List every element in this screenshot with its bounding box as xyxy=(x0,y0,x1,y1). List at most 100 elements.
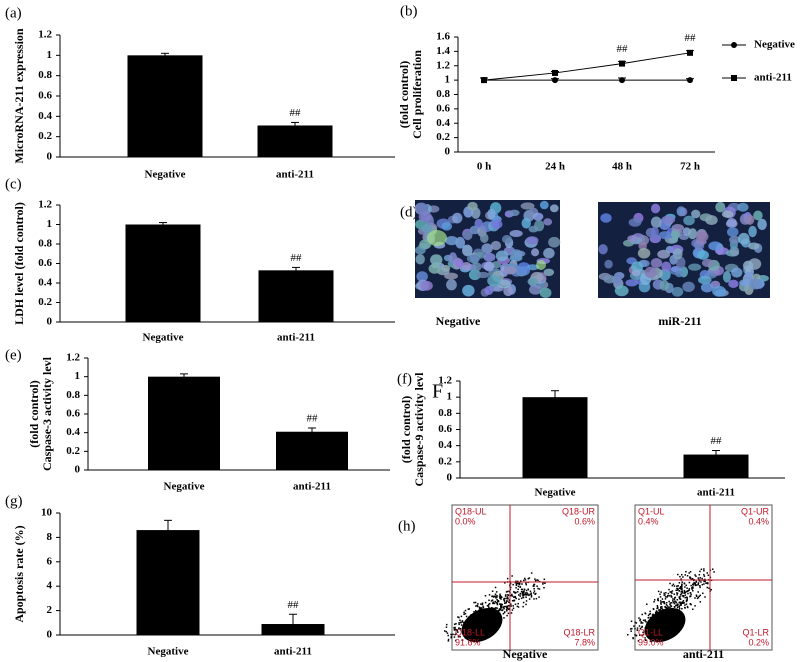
dot xyxy=(507,605,510,607)
dot xyxy=(457,631,459,633)
dot xyxy=(690,578,693,581)
dot xyxy=(519,592,522,595)
dot xyxy=(670,604,672,607)
dot xyxy=(683,589,686,592)
dot xyxy=(525,593,527,596)
dot xyxy=(677,587,679,590)
quadrant-value: 0.4% xyxy=(748,516,769,526)
dot xyxy=(454,628,456,630)
dot xyxy=(542,583,544,585)
dot xyxy=(496,602,499,604)
dot xyxy=(703,573,705,576)
y-axis-label: Apoptosis rate (%) xyxy=(12,525,26,622)
dot xyxy=(650,640,653,643)
dot xyxy=(461,639,464,641)
cell xyxy=(416,271,428,282)
dot xyxy=(520,590,523,593)
dot xyxy=(527,577,530,580)
dot xyxy=(515,584,518,586)
dot xyxy=(677,573,679,576)
dot xyxy=(662,600,665,603)
dot xyxy=(458,616,460,619)
x-tick-label: 0 h xyxy=(477,161,491,173)
dot xyxy=(517,606,520,608)
dot xyxy=(530,596,533,598)
dot xyxy=(695,595,698,597)
dot xyxy=(524,577,526,580)
quadrant-name: Q18-UL xyxy=(455,506,487,516)
dot xyxy=(688,588,691,590)
dot xyxy=(679,595,681,598)
dot xyxy=(518,598,520,601)
dot xyxy=(636,627,639,629)
dot xyxy=(496,598,498,601)
dot xyxy=(463,611,465,614)
bar xyxy=(258,270,334,322)
dot xyxy=(505,597,507,600)
dot xyxy=(678,607,681,610)
dot xyxy=(678,601,681,604)
dot xyxy=(681,587,683,590)
dot xyxy=(654,611,657,614)
dot xyxy=(475,605,477,607)
dot xyxy=(642,631,644,634)
dot xyxy=(681,585,683,587)
dot xyxy=(679,602,682,605)
cell xyxy=(627,235,639,242)
legend-label: Negative xyxy=(754,39,795,51)
dot xyxy=(688,581,691,584)
y-tick-label: 0.6 xyxy=(38,257,52,269)
cell xyxy=(445,235,459,246)
dot xyxy=(667,606,670,608)
y-tick-label: 1.2 xyxy=(436,59,450,71)
quadrant-name: Q1-UL xyxy=(638,506,665,516)
dot xyxy=(497,599,500,602)
cell xyxy=(728,279,739,288)
dot xyxy=(680,592,683,595)
dot xyxy=(683,592,686,594)
dot xyxy=(517,602,519,605)
cell xyxy=(631,269,641,277)
dot xyxy=(468,608,471,610)
dot xyxy=(529,593,531,596)
dot xyxy=(514,596,517,599)
dot xyxy=(670,591,673,593)
dot xyxy=(705,582,707,584)
dot xyxy=(704,596,706,598)
cell xyxy=(462,244,473,257)
dot xyxy=(695,581,698,583)
dot xyxy=(676,589,678,591)
dot xyxy=(480,603,482,605)
cell xyxy=(675,270,684,278)
dot xyxy=(706,586,709,589)
dot xyxy=(710,588,713,591)
dot xyxy=(473,610,475,613)
y-tick-label: 0.8 xyxy=(38,238,52,250)
dot xyxy=(482,606,485,609)
cell xyxy=(451,212,463,224)
dot xyxy=(447,640,450,642)
dot xyxy=(704,578,706,581)
cell xyxy=(525,236,539,245)
dot xyxy=(460,621,462,624)
dot xyxy=(671,596,673,598)
x-tick-label: anti-211 xyxy=(293,481,331,493)
dot xyxy=(522,591,525,593)
cell xyxy=(644,266,657,279)
dot xyxy=(686,575,689,577)
dot xyxy=(499,608,501,610)
dot xyxy=(508,590,510,593)
dot xyxy=(505,591,508,593)
y-axis-label: LDH level (fold control) xyxy=(12,202,26,325)
dot xyxy=(701,577,703,580)
stain xyxy=(427,230,447,246)
dot xyxy=(668,595,671,597)
dot xyxy=(517,580,519,583)
dot xyxy=(453,629,456,631)
dot xyxy=(630,630,632,632)
dot xyxy=(681,583,683,585)
dot xyxy=(537,587,539,590)
dot xyxy=(498,595,501,597)
y-tick-label: 0.6 xyxy=(438,423,452,435)
dot xyxy=(687,590,689,592)
